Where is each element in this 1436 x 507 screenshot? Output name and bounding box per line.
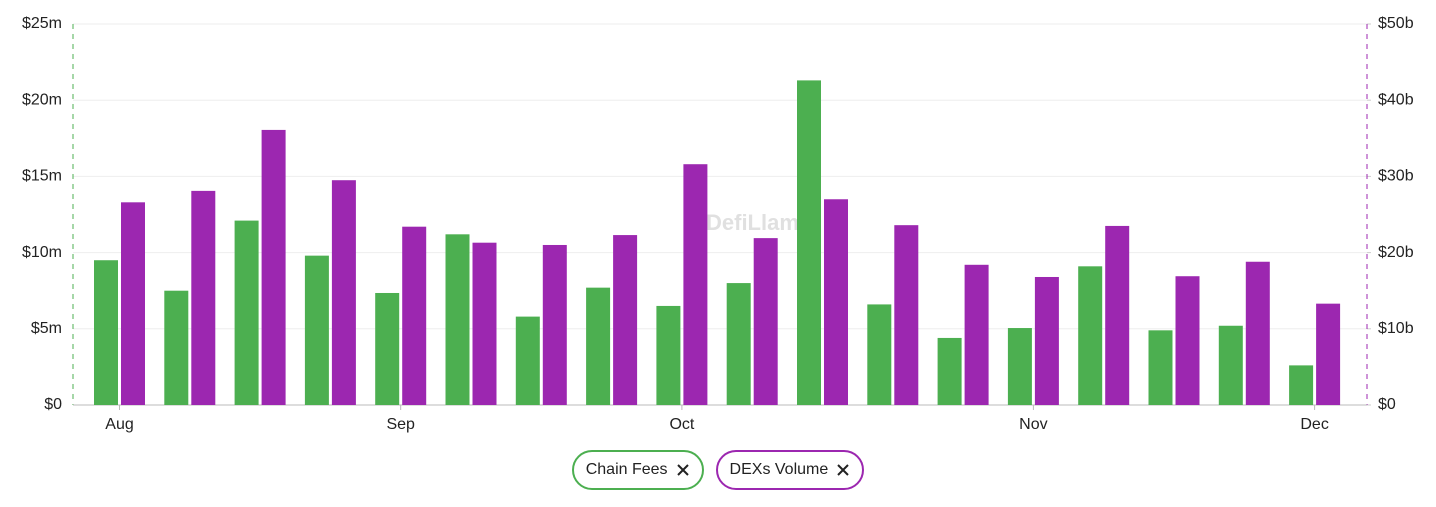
- y2-tick-label: $20b: [1378, 244, 1414, 261]
- x-tick-label: Sep: [386, 416, 415, 433]
- bar: [472, 242, 497, 405]
- bar: [304, 255, 329, 405]
- bar: [964, 264, 989, 405]
- x-tick-label: Oct: [669, 416, 694, 433]
- y-tick-label: $10m: [22, 244, 62, 261]
- y2-tick-label: $0: [1378, 396, 1396, 413]
- bar: [375, 292, 400, 405]
- bar: [1289, 365, 1314, 405]
- legend: Chain Fees DEXs Volume: [0, 450, 1436, 490]
- x-icon: [676, 464, 689, 476]
- bar: [824, 199, 848, 405]
- bar: [753, 238, 778, 405]
- bar: [164, 290, 189, 405]
- y-tick-label: $5m: [31, 320, 62, 337]
- legend-item[interactable]: DEXs Volume: [715, 450, 865, 490]
- bar: [1175, 276, 1200, 405]
- bar: [542, 244, 567, 405]
- y2-tick-label: $40b: [1378, 91, 1414, 108]
- legend-label: Chain Fees: [585, 461, 668, 478]
- bar: [797, 80, 821, 405]
- bar: [1078, 266, 1103, 405]
- y2-tick-label: $30b: [1378, 168, 1414, 185]
- bar: [656, 305, 681, 405]
- bar: [515, 316, 540, 405]
- bar: [1105, 225, 1130, 405]
- bar: [445, 234, 470, 405]
- remove-icon[interactable]: [676, 452, 690, 488]
- bar: [1007, 328, 1032, 405]
- x-tick-label: Nov: [1019, 416, 1047, 433]
- bar: [1148, 330, 1173, 405]
- y-tick-label: $15m: [22, 168, 62, 185]
- remove-icon[interactable]: [836, 452, 850, 488]
- bar: [1218, 325, 1243, 405]
- x-tick-label: Dec: [1300, 416, 1328, 433]
- y-tick-label: $25m: [22, 15, 62, 32]
- bar: [1034, 276, 1059, 405]
- bar: [937, 337, 962, 405]
- bar: [402, 226, 427, 405]
- bar: [683, 164, 708, 405]
- bar: [1316, 303, 1341, 405]
- bar: [191, 190, 216, 405]
- y-tick-label: $20m: [22, 91, 62, 108]
- y-tick-label: $0: [44, 396, 62, 413]
- legend-label: DEXs Volume: [729, 461, 829, 478]
- bar: [121, 202, 145, 405]
- watermark: DefiLlama: [706, 210, 812, 235]
- bar: [867, 304, 892, 405]
- bar: [613, 235, 638, 405]
- legend-item[interactable]: Chain Fees: [571, 450, 704, 490]
- x-tick-label: Aug: [105, 416, 133, 433]
- bar: [1245, 261, 1270, 405]
- y2-tick-label: $50b: [1378, 15, 1414, 32]
- bar: [234, 220, 259, 405]
- bar: [726, 283, 751, 405]
- y2-tick-label: $10b: [1378, 320, 1414, 337]
- bar: [586, 287, 611, 405]
- bar: [261, 129, 286, 405]
- bar: [894, 225, 919, 405]
- x-icon: [837, 464, 849, 476]
- bar: [331, 180, 356, 405]
- bar: [94, 260, 118, 405]
